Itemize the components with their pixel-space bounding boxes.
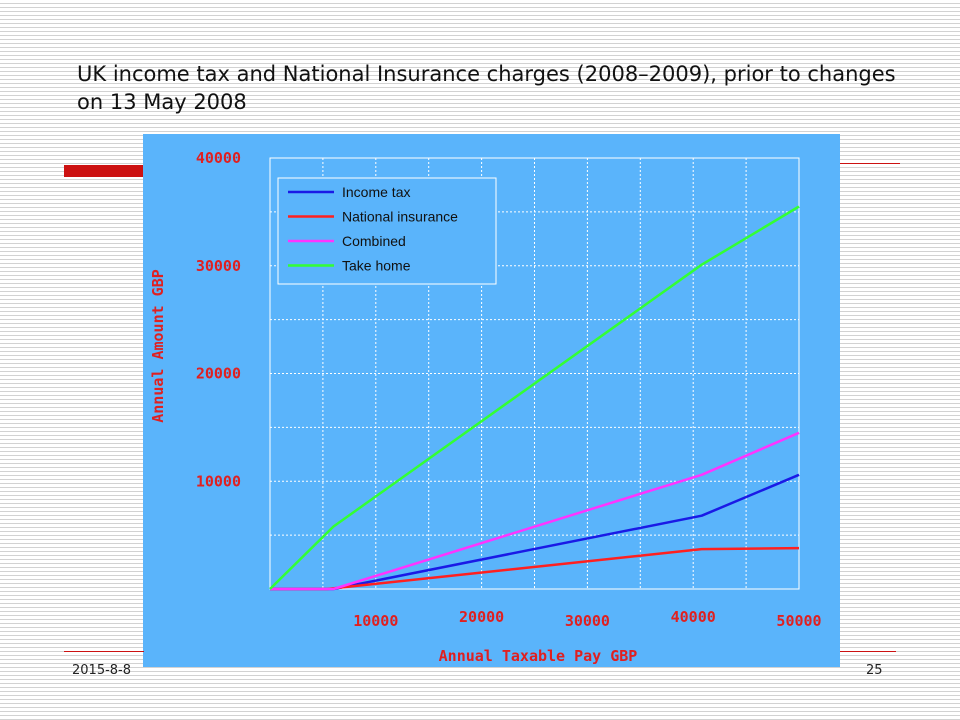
slide-title: UK income tax and National Insurance cha… (77, 62, 896, 114)
x-tick-label: 30000 (565, 612, 610, 630)
series-line-take-home (269, 205, 800, 590)
legend-label: Take home (342, 258, 411, 274)
y-tick-label: 30000 (196, 257, 241, 275)
x-tick-label: 40000 (671, 608, 716, 626)
series-layer (269, 205, 800, 591)
y-tick-label: 40000 (196, 149, 241, 167)
legend-label: Income tax (342, 184, 410, 200)
axis-layer: 10000 20000 30000 40000 50000 10000 20000 30000… (196, 149, 822, 630)
legend-label: National insurance (342, 209, 458, 225)
y-axis-label: Annual Amount GBP (149, 269, 167, 423)
x-tick-label: 10000 (353, 612, 398, 630)
series-line-combined (270, 431, 800, 591)
line-chart: 10000 20000 30000 40000 50000 10000 20000 30000… (149, 149, 822, 665)
y-tick-label: 10000 (196, 472, 241, 490)
title-rule (838, 163, 900, 164)
x-tick-label: 50000 (776, 612, 821, 630)
title-accent-bar (64, 165, 146, 177)
grid-layer (269, 157, 800, 590)
x-tick-label: 20000 (459, 608, 504, 626)
page-number: 25 (866, 663, 883, 678)
legend-label: Combined (342, 233, 406, 249)
footer-date: 2015-8-8 (72, 663, 132, 678)
footer-rule-right (840, 651, 896, 652)
x-axis-label: Annual Taxable Pay GBP (439, 647, 638, 665)
y-tick-label: 20000 (196, 365, 241, 383)
footer-rule-left (64, 651, 144, 652)
chart-panel: 10000 20000 30000 40000 50000 10000 20000 30000… (143, 134, 840, 667)
legend: Income tax National insurance Combined Take… (277, 177, 497, 285)
